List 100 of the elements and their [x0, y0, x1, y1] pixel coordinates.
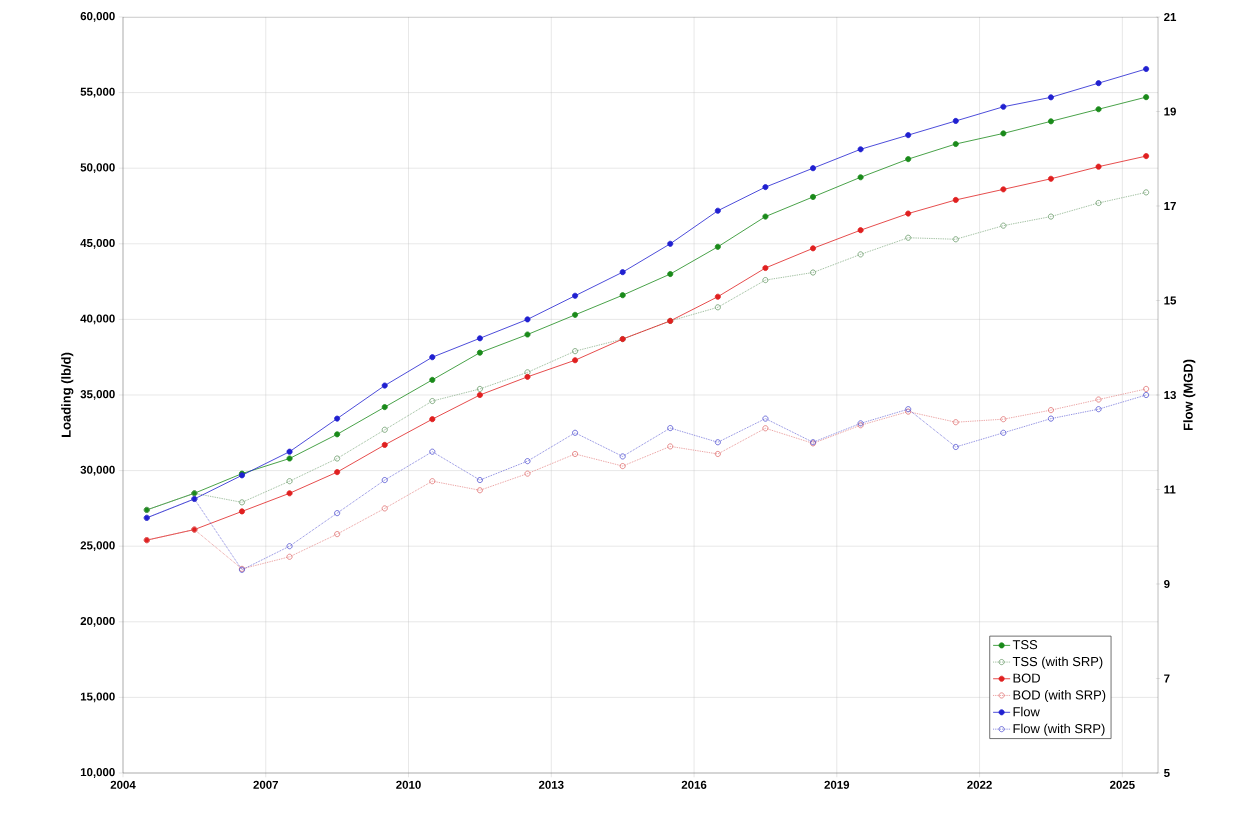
point	[952, 141, 959, 147]
point	[952, 419, 959, 426]
point	[1000, 416, 1007, 423]
point	[1000, 130, 1007, 137]
y2-tick-label: 7	[1164, 674, 1170, 683]
point	[714, 293, 721, 300]
y2-tick-label: 19	[1164, 107, 1176, 116]
point	[905, 210, 912, 217]
point	[762, 415, 769, 422]
legend-label: Flow	[1013, 706, 1040, 717]
point	[714, 439, 721, 446]
point	[762, 425, 769, 432]
y2-tick-label: 13	[1164, 390, 1176, 400]
point	[1095, 199, 1102, 206]
point	[952, 236, 959, 243]
point	[810, 245, 817, 252]
point	[524, 458, 531, 465]
point	[572, 357, 579, 364]
point	[619, 269, 626, 276]
x-tick-label: 2019	[824, 780, 850, 789]
point	[381, 505, 388, 512]
point	[1047, 118, 1054, 125]
point	[857, 174, 864, 181]
point	[1143, 189, 1150, 196]
point	[286, 448, 293, 455]
point	[1047, 213, 1054, 220]
point	[476, 477, 483, 484]
point	[667, 425, 674, 432]
point	[1000, 222, 1007, 229]
point	[1095, 80, 1102, 87]
point	[667, 443, 674, 450]
point	[1047, 94, 1054, 101]
point	[334, 531, 341, 538]
point	[381, 441, 388, 448]
point	[1000, 186, 1007, 193]
point	[238, 508, 245, 515]
point	[381, 426, 388, 433]
point	[1143, 153, 1150, 160]
point	[1095, 396, 1102, 403]
point	[810, 165, 817, 172]
point	[952, 117, 959, 124]
y2-tick-label: 15	[1164, 296, 1177, 305]
point	[762, 184, 769, 191]
point	[429, 448, 436, 455]
y2-tick-label: 5	[1164, 769, 1170, 777]
x-tick-label: 2007	[253, 780, 278, 789]
legend-label: BOD (with SRP)	[1013, 690, 1106, 703]
y-tick-label: 40,000	[80, 314, 115, 325]
point	[524, 369, 531, 376]
point	[762, 213, 769, 220]
point	[429, 354, 436, 361]
point	[1143, 392, 1150, 398]
point	[572, 348, 579, 355]
point	[334, 455, 341, 462]
point	[524, 373, 531, 380]
point	[286, 455, 293, 462]
point	[286, 490, 293, 497]
point	[524, 470, 531, 477]
point	[476, 349, 483, 356]
point	[857, 251, 864, 258]
point	[286, 543, 293, 550]
point	[667, 240, 674, 247]
point	[334, 510, 341, 517]
legend-label: TSS (with SRP)	[1012, 656, 1103, 669]
point	[714, 243, 721, 250]
y2-tick-label: 11	[1164, 485, 1176, 494]
point	[714, 304, 721, 311]
point	[286, 478, 293, 485]
y-tick-label: 20,000	[80, 616, 115, 627]
x-tick-label: 2013	[538, 780, 564, 789]
point	[381, 382, 388, 389]
x-tick-label: 2016	[681, 780, 707, 789]
legend-label: TSS	[1012, 640, 1038, 650]
point	[810, 193, 817, 200]
point	[857, 146, 864, 153]
y-tick-label: 15,000	[80, 692, 115, 703]
point	[952, 196, 959, 203]
point	[1095, 163, 1102, 170]
point	[1000, 429, 1007, 436]
point	[1143, 385, 1150, 392]
point	[905, 234, 912, 241]
y2-tick-label: 21	[1164, 12, 1177, 21]
point	[476, 487, 483, 494]
y2-axis-title: Flow (MGD)	[1183, 359, 1196, 431]
x-tick-label: 2022	[967, 780, 992, 789]
point	[334, 415, 341, 422]
y2-tick-label: 9	[1164, 579, 1170, 589]
point	[857, 227, 864, 234]
legend-label: Flow (with SRP)	[1013, 723, 1105, 736]
point	[334, 469, 341, 476]
point	[619, 463, 626, 470]
point	[381, 477, 388, 484]
point	[762, 277, 769, 284]
point	[619, 292, 626, 299]
point	[1047, 407, 1054, 414]
point	[1095, 406, 1102, 413]
legend-label: BOD	[1013, 673, 1040, 683]
point	[238, 499, 245, 506]
point	[572, 429, 579, 436]
y-tick-label: 10,000	[80, 768, 115, 778]
